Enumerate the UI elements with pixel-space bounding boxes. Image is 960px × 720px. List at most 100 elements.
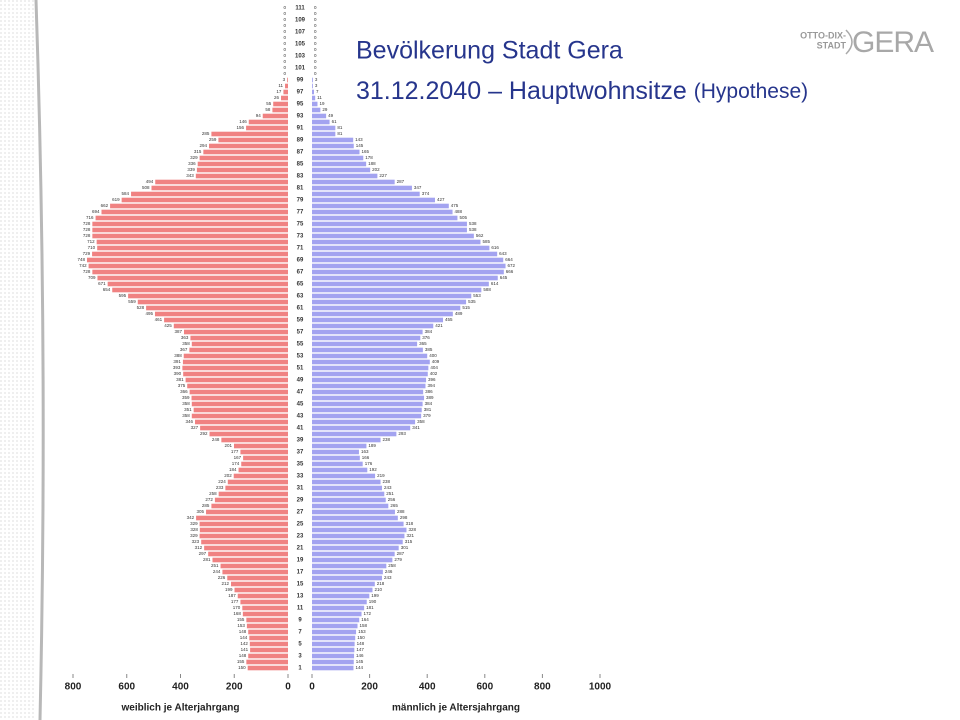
- bar: [312, 311, 453, 317]
- bar: [312, 335, 421, 341]
- bar: [189, 389, 288, 395]
- value-label: 409: [432, 359, 440, 364]
- age-label: 65: [297, 282, 304, 288]
- value-label: 390: [174, 371, 182, 376]
- value-label: 339: [187, 167, 195, 172]
- value-label: 58: [265, 107, 271, 112]
- value-label: 495: [145, 311, 153, 316]
- bar: [246, 623, 288, 629]
- value-label: 142: [240, 641, 248, 646]
- bar: [242, 605, 288, 611]
- value-label: 728: [83, 269, 91, 274]
- bar: [312, 365, 429, 371]
- bar: [312, 347, 423, 353]
- bar: [312, 341, 418, 347]
- bar: [312, 545, 399, 551]
- age-label: 5: [298, 642, 302, 648]
- age-label: 101: [295, 66, 306, 72]
- value-label: 0: [314, 65, 317, 70]
- value-label: 285: [202, 131, 210, 136]
- bar: [222, 569, 288, 575]
- bar: [110, 203, 289, 209]
- bar: [190, 335, 288, 341]
- bar: [312, 503, 389, 509]
- bar: [312, 665, 354, 671]
- bar: [312, 383, 426, 389]
- bar: [208, 551, 288, 557]
- value-label: 616: [491, 245, 499, 250]
- value-label: 358: [417, 419, 425, 424]
- value-label: 3: [315, 77, 318, 82]
- bar: [191, 341, 288, 347]
- value-label: 709: [88, 275, 96, 280]
- value-label: 585: [482, 239, 490, 244]
- age-label: 85: [297, 162, 304, 168]
- age-label: 87: [297, 150, 304, 156]
- value-label: 595: [119, 293, 127, 298]
- value-label: 246: [385, 569, 393, 574]
- value-label: 710: [88, 245, 96, 250]
- value-label: 0: [314, 17, 317, 22]
- value-label: 148: [239, 653, 247, 658]
- age-label: 71: [297, 246, 304, 252]
- bar: [227, 479, 288, 485]
- bar: [312, 131, 336, 137]
- age-label: 39: [297, 438, 304, 444]
- bar: [95, 215, 288, 221]
- bar: [312, 215, 458, 221]
- bar: [231, 581, 288, 587]
- value-label: 396: [428, 377, 436, 382]
- value-label: 666: [506, 269, 514, 274]
- value-label: 156: [237, 125, 245, 130]
- bar: [182, 365, 288, 371]
- value-label: 165: [362, 149, 370, 154]
- bar: [312, 449, 359, 455]
- value-label: 17: [276, 89, 282, 94]
- value-label: 528: [137, 305, 145, 310]
- value-label: 588: [483, 287, 491, 292]
- bar: [312, 203, 449, 209]
- x-tick-label: 600: [476, 682, 493, 693]
- age-label: 97: [297, 90, 304, 96]
- bar: [312, 95, 316, 101]
- value-label: 26: [274, 95, 280, 100]
- value-label: 402: [430, 371, 438, 376]
- value-label: 147: [356, 647, 364, 652]
- value-label: 341: [412, 425, 420, 430]
- bar: [211, 503, 288, 509]
- value-label: 662: [101, 203, 109, 208]
- bar: [218, 491, 288, 497]
- value-label: 0: [314, 47, 317, 52]
- value-label: 351: [184, 407, 192, 412]
- value-label: 712: [87, 239, 95, 244]
- subtitle: 31.12.2040 – Hauptwohnsitze: [356, 77, 687, 105]
- value-label: 365: [419, 341, 427, 346]
- bar: [312, 179, 395, 185]
- age-label: 51: [297, 366, 304, 372]
- bar: [312, 401, 423, 407]
- age-label: 81: [297, 186, 304, 192]
- bar: [312, 353, 428, 359]
- value-label: 153: [358, 629, 366, 634]
- axis-label: männlich je Altersjahrgang: [392, 703, 520, 714]
- value-label: 327: [191, 425, 199, 430]
- age-label: 11: [297, 606, 304, 612]
- bar: [92, 269, 288, 275]
- bar: [285, 83, 288, 89]
- bar: [208, 143, 288, 149]
- value-label: 155: [237, 617, 245, 622]
- value-label: 515: [462, 305, 470, 310]
- bar: [199, 533, 288, 539]
- value-label: 201: [224, 443, 232, 448]
- value-label: 694: [92, 209, 100, 214]
- value-label: 394: [427, 383, 435, 388]
- bar: [112, 287, 288, 293]
- age-label: 61: [297, 306, 304, 312]
- value-label: 748: [77, 257, 85, 262]
- bar: [246, 617, 288, 623]
- bar: [187, 383, 288, 389]
- value-label: 559: [128, 299, 136, 304]
- value-label: 279: [394, 557, 402, 562]
- age-label: 53: [297, 354, 304, 360]
- bar: [97, 245, 288, 251]
